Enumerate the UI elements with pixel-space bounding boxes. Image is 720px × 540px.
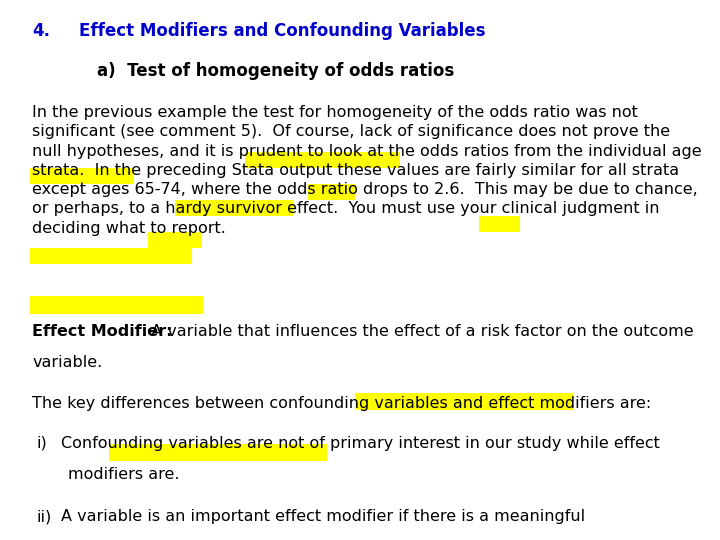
Text: The key differences between confounding variables and effect modifiers are:: The key differences between confounding … — [32, 396, 652, 410]
Text: Effect Modifiers and Confounding Variables: Effect Modifiers and Confounding Variabl… — [79, 22, 486, 39]
Text: i): i) — [36, 436, 47, 451]
Text: a)  Test of homogeneity of odds ratios: a) Test of homogeneity of odds ratios — [97, 62, 454, 80]
Text: ii): ii) — [36, 509, 51, 524]
Text: A variable is an important effect modifier if there is a meaningful: A variable is an important effect modifi… — [61, 509, 585, 524]
Text: In the previous example the test for homogeneity of the odds ratio was not
signi: In the previous example the test for hom… — [32, 105, 702, 235]
Text: A variable that influences the effect of a risk factor on the outcome: A variable that influences the effect of… — [146, 324, 694, 339]
Text: 4.: 4. — [32, 22, 50, 39]
Text: modifiers are.: modifiers are. — [68, 467, 180, 482]
Text: Effect Modifier:: Effect Modifier: — [32, 324, 173, 339]
Text: Confounding variables are not of primary interest in our study while effect: Confounding variables are not of primary… — [61, 436, 660, 451]
Text: variable.: variable. — [32, 355, 103, 370]
